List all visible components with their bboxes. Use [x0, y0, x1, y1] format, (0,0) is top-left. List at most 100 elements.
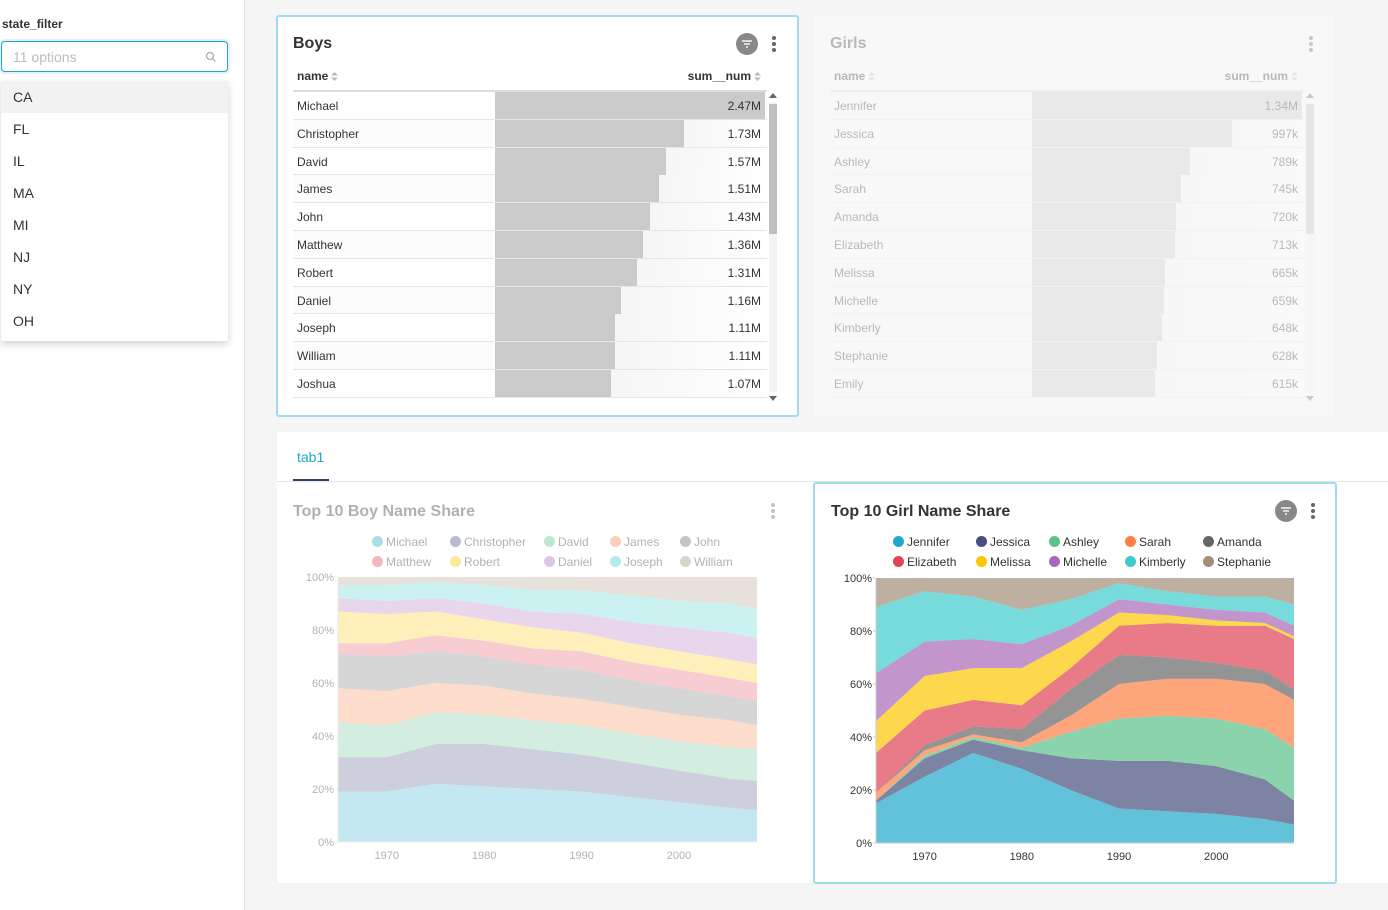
- filter-option[interactable]: CA: [1, 81, 228, 113]
- value-bar: [1032, 175, 1181, 203]
- legend-item[interactable]: David: [544, 535, 589, 549]
- area-series-james[interactable]: [338, 683, 757, 750]
- legend-item[interactable]: Jennifer: [893, 535, 950, 549]
- cell-value: 628k: [1271, 349, 1298, 364]
- table-row: Joshua 1.07M: [293, 369, 767, 398]
- filter-select[interactable]: [1, 41, 228, 72]
- table-row: Michael 2.47M: [293, 92, 767, 120]
- legend-item[interactable]: Elizabeth: [893, 555, 956, 569]
- filter-indicator-icon[interactable]: [736, 33, 758, 55]
- cell-name: Sarah: [834, 182, 867, 197]
- value-bar: [495, 286, 621, 314]
- legend-item[interactable]: Robert: [450, 555, 500, 569]
- table-scrollbar[interactable]: [1303, 90, 1315, 404]
- area-series-john[interactable]: [338, 651, 757, 726]
- more-options-icon[interactable]: [1311, 503, 1315, 519]
- filter-option[interactable]: FL: [13, 121, 30, 137]
- value-bar: [495, 230, 643, 258]
- legend-item[interactable]: Stephanie: [1203, 555, 1271, 569]
- table-row: Kimberly 648k: [830, 314, 1304, 343]
- filter-option[interactable]: OH: [13, 313, 34, 329]
- legend-dot-icon: [1125, 556, 1136, 567]
- area-series-melissa[interactable]: [876, 612, 1294, 753]
- area-series-michelle[interactable]: [876, 599, 1294, 722]
- legend-dot-icon: [610, 556, 621, 567]
- area-series-sarah[interactable]: [876, 678, 1294, 801]
- value-bar: [1032, 230, 1175, 258]
- legend-item[interactable]: Ashley: [1049, 535, 1099, 549]
- area-series-stephanie[interactable]: [876, 578, 1294, 610]
- area-series-michael[interactable]: [338, 783, 757, 842]
- table-row: Melissa 665k: [830, 258, 1304, 287]
- table-header: name sum__num: [830, 67, 1304, 89]
- area-series-matthew[interactable]: [338, 635, 757, 702]
- area-series-jessica[interactable]: [876, 739, 1294, 825]
- area-series-joseph[interactable]: [338, 582, 757, 638]
- y-tick-label: 40%: [312, 731, 334, 743]
- area-series-david[interactable]: [338, 712, 757, 782]
- table-row: Michelle 659k: [830, 286, 1304, 315]
- legend-item[interactable]: Joseph: [610, 555, 663, 569]
- area-series-ashley[interactable]: [876, 715, 1294, 801]
- area-series-kimberly[interactable]: [876, 583, 1294, 674]
- filter-option[interactable]: NY: [13, 281, 33, 297]
- cell-name: David: [297, 154, 328, 169]
- cell-name: Emily: [834, 376, 864, 391]
- legend-item[interactable]: John: [680, 535, 720, 549]
- legend-label: Robert: [464, 555, 501, 569]
- filter-option[interactable]: NJ: [13, 249, 31, 265]
- cell-value: 1.16M: [727, 293, 761, 308]
- cell-name: Amanda: [834, 210, 879, 225]
- value-bar: [1032, 119, 1232, 147]
- filter-option[interactable]: MI: [13, 217, 29, 233]
- sort-icon: [1291, 72, 1298, 81]
- filter-search-input[interactable]: [13, 42, 193, 71]
- search-icon: [205, 51, 216, 62]
- value-bar: [1032, 258, 1165, 286]
- legend-item[interactable]: Melissa: [976, 555, 1031, 569]
- legend-item[interactable]: Jessica: [976, 535, 1030, 549]
- filter-option[interactable]: MA: [13, 185, 34, 201]
- legend-dot-icon: [976, 536, 987, 547]
- tab-tab1[interactable]: tab1: [297, 449, 325, 465]
- sort-icon: [868, 72, 876, 81]
- legend-item[interactable]: Daniel: [544, 555, 592, 569]
- legend-item[interactable]: Christopher: [450, 535, 526, 549]
- column-header-name[interactable]: name: [297, 69, 339, 83]
- more-options-icon[interactable]: [1309, 36, 1313, 52]
- legend-item[interactable]: Kimberly: [1125, 555, 1186, 569]
- legend-dot-icon: [1203, 536, 1214, 547]
- legend-label: Matthew: [386, 555, 432, 569]
- legend-item[interactable]: Matthew: [372, 555, 431, 569]
- legend-item[interactable]: James: [610, 535, 659, 549]
- legend-item[interactable]: Amanda: [1203, 535, 1262, 549]
- x-tick-label: 1970: [374, 850, 398, 862]
- legend-label: Michelle: [1063, 555, 1108, 569]
- value-bar: [1032, 314, 1162, 342]
- legend-item[interactable]: Michelle: [1049, 555, 1107, 569]
- area-series-jennifer[interactable]: [876, 752, 1294, 843]
- legend-item[interactable]: Sarah: [1125, 535, 1171, 549]
- more-options-icon[interactable]: [771, 503, 775, 519]
- area-series-elizabeth[interactable]: [876, 623, 1294, 793]
- legend-item[interactable]: William: [680, 555, 733, 569]
- x-tick-label: 2000: [1204, 851, 1228, 863]
- column-header-sum-num[interactable]: sum__num: [1225, 69, 1298, 83]
- filter-indicator-icon[interactable]: [1275, 500, 1297, 522]
- area-series-amanda[interactable]: [876, 654, 1294, 793]
- cell-name: Michelle: [834, 293, 879, 308]
- cell-bar: [495, 286, 767, 314]
- area-series-daniel[interactable]: [338, 598, 757, 665]
- more-options-icon[interactable]: [772, 36, 776, 52]
- filter-option[interactable]: IL: [13, 153, 25, 169]
- area-series-william[interactable]: [338, 577, 757, 609]
- column-header-sum-num[interactable]: sum__num: [688, 69, 761, 83]
- area-series-christopher[interactable]: [338, 743, 757, 811]
- legend-label: Christopher: [464, 535, 527, 549]
- legend-item[interactable]: Michael: [372, 535, 427, 549]
- legend-dot-icon: [544, 556, 555, 567]
- column-header-name[interactable]: name: [834, 69, 876, 83]
- table-row: David 1.57M: [293, 147, 767, 176]
- table-scrollbar[interactable]: [766, 90, 778, 404]
- area-series-robert[interactable]: [338, 611, 757, 683]
